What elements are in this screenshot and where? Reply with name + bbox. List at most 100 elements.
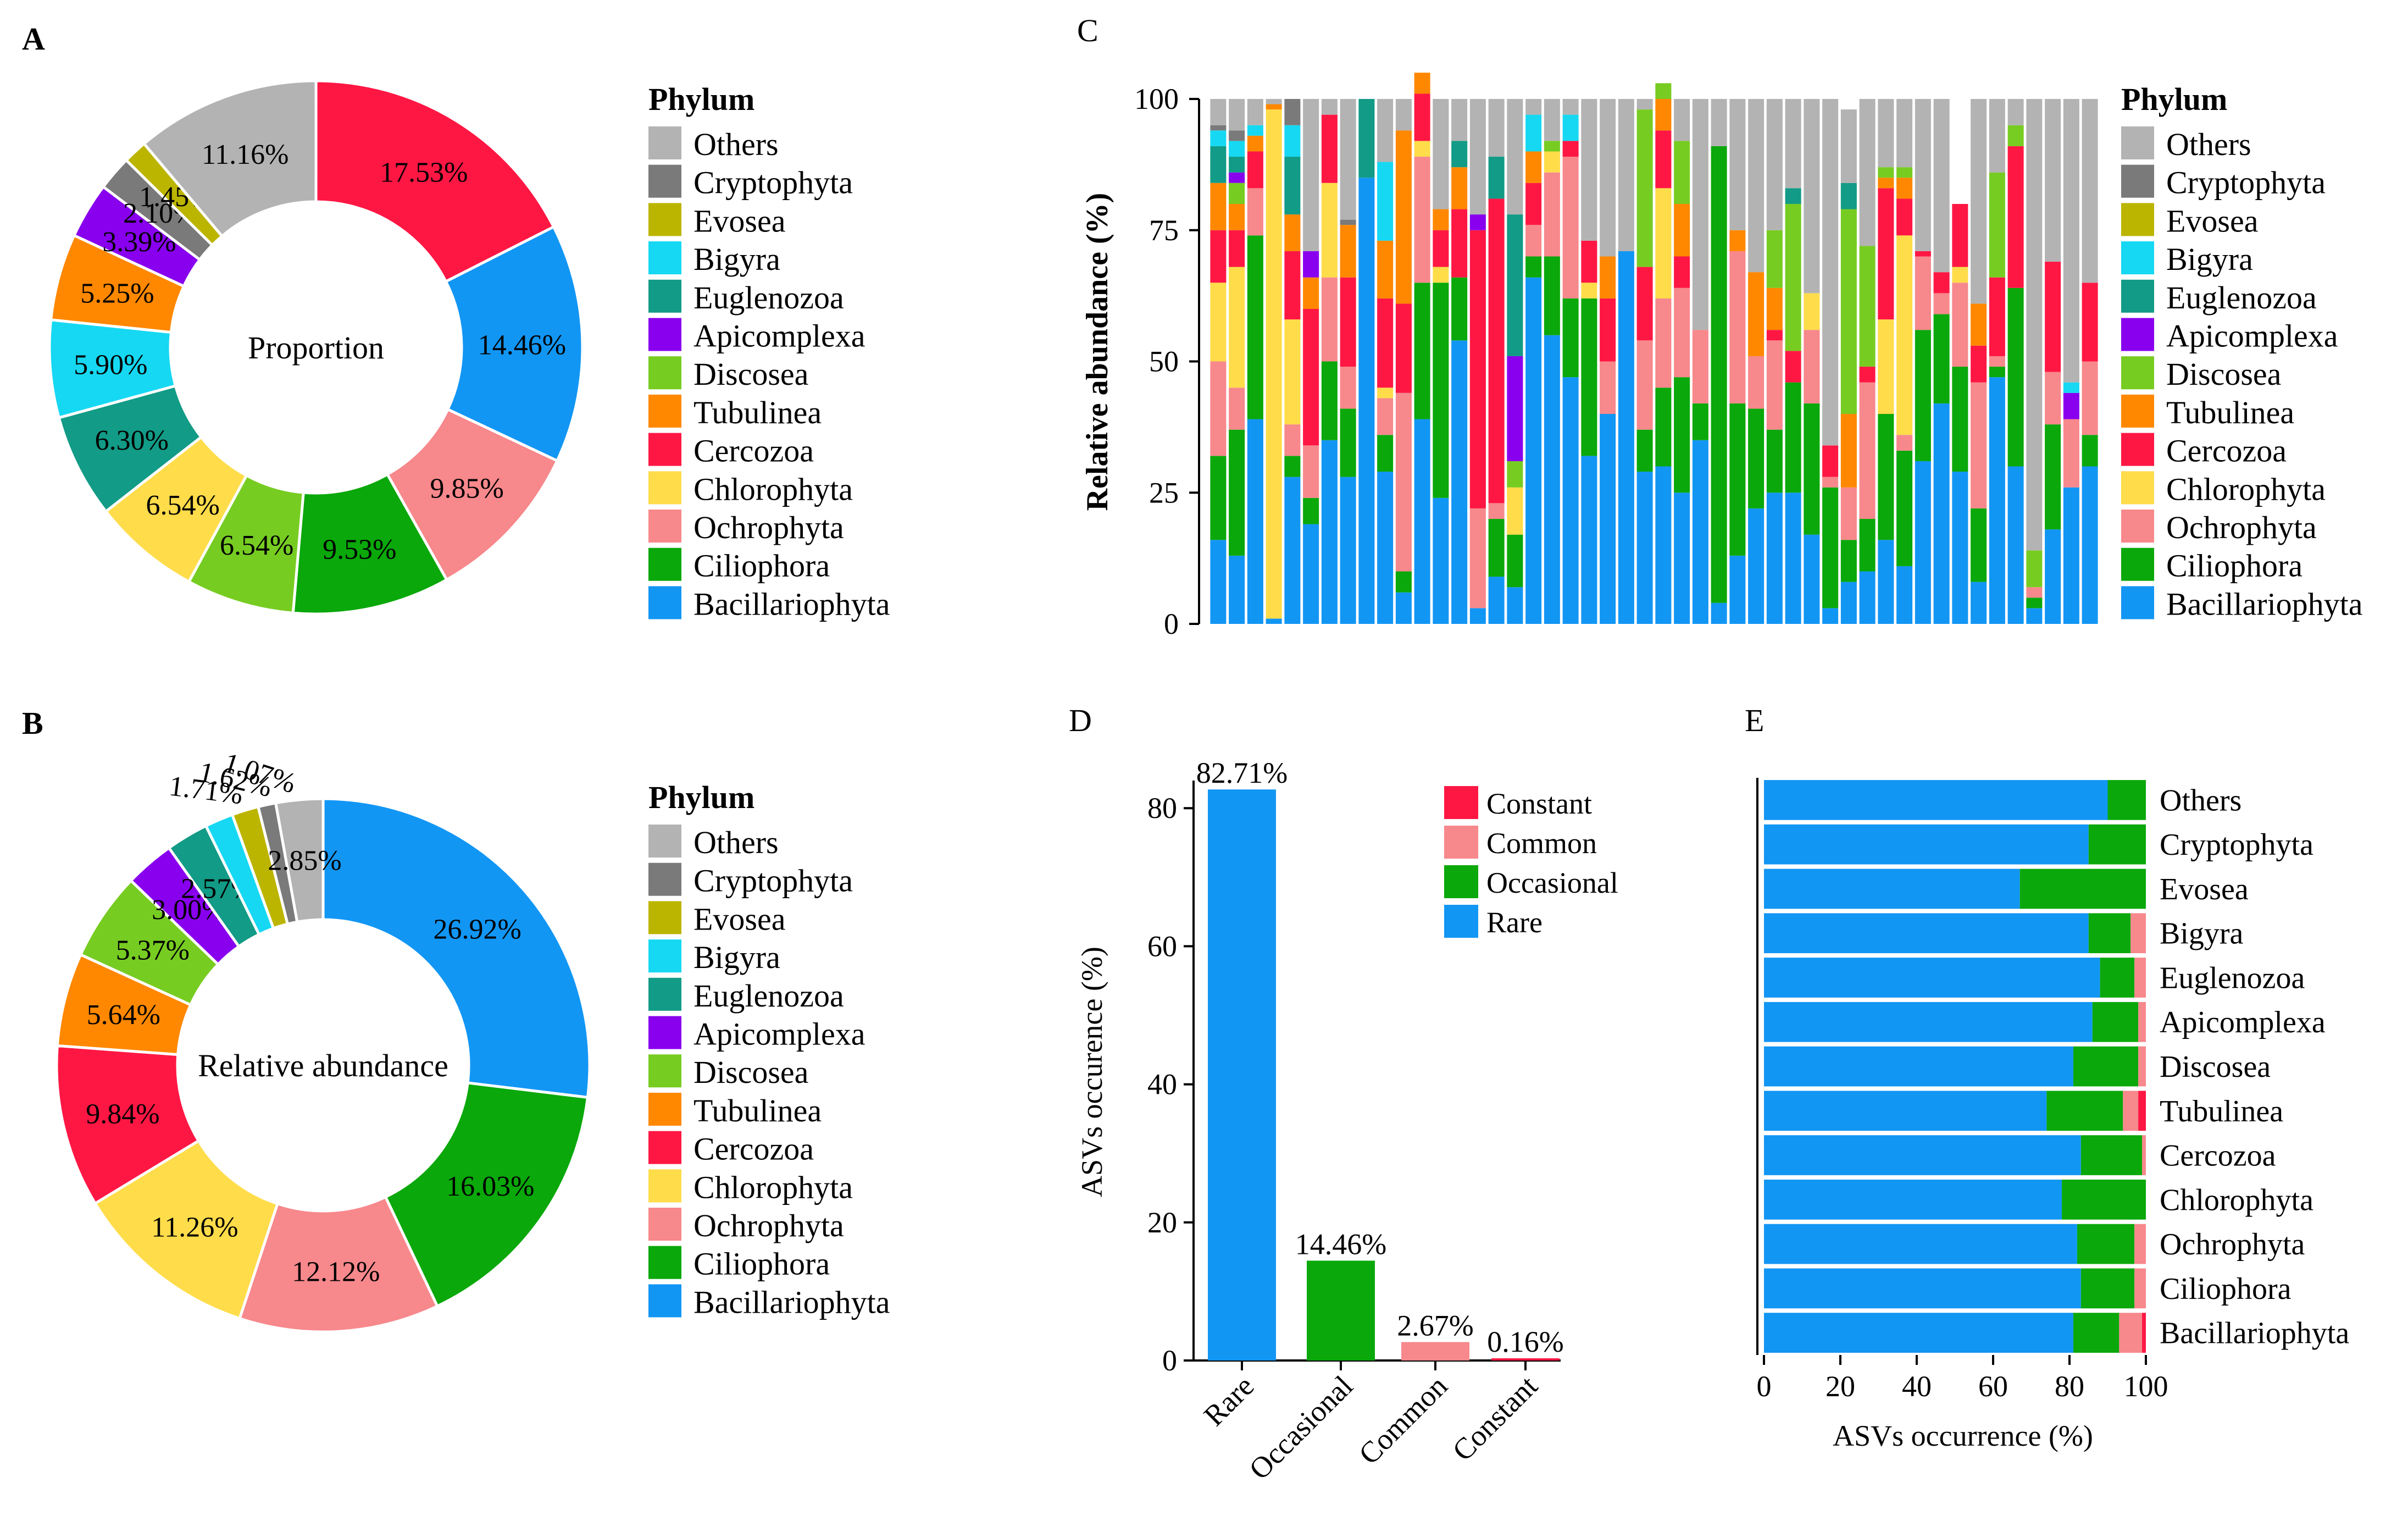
hbar-segment-rare xyxy=(1764,958,2100,998)
bar-segment-ciliophora xyxy=(1488,519,1505,577)
legend-label-ciliophora: Ciliophora xyxy=(693,1246,830,1282)
legend-label-euglenozoa: Euglenozoa xyxy=(2166,280,2317,316)
bar-segment-others xyxy=(1822,99,1839,446)
bar-segment-chlorophyta xyxy=(1581,283,1597,298)
bar-segment-bacillariophyta xyxy=(1247,419,1263,624)
hbar-segment-occasional xyxy=(2088,913,2131,954)
chart-e-category-label-ochrophyta: Ochrophyta xyxy=(2160,1227,2305,1262)
bar-segment-others xyxy=(1488,99,1505,157)
bar-segment-ciliophora xyxy=(1989,367,2005,378)
legend-swatch-cercozoa xyxy=(2121,433,2154,466)
hbar-segment-occasional xyxy=(2100,958,2135,998)
slice-label-euglenozoa: 6.30% xyxy=(95,425,169,456)
hbar-segment-common xyxy=(2134,1224,2146,1264)
legend-swatch-evosea xyxy=(648,203,681,236)
bar-segment-ochrophyta xyxy=(1636,340,1653,430)
legend-swatch-cryptophyta xyxy=(648,164,681,198)
legend-swatch-euglenozoa xyxy=(648,977,681,1011)
chart-d-ytick-label: 20 xyxy=(1147,1206,1177,1239)
chart-e-category-label-tubulinea: Tubulinea xyxy=(2160,1094,2283,1129)
bar-segment-others xyxy=(1377,99,1394,162)
bar-segment-cercozoa xyxy=(1414,93,1430,141)
bar-segment-others xyxy=(1229,99,1245,131)
bar-segment-tubulinea xyxy=(1840,414,1857,488)
bar-segment-ciliophora xyxy=(1655,388,1672,467)
bar-segment-tubulinea xyxy=(1896,178,1913,199)
legend-label-ochrophyta: Ochrophyta xyxy=(693,510,844,545)
bar-segment-ochrophyta xyxy=(1655,298,1672,388)
bar-segment-ciliophora xyxy=(2082,435,2098,467)
bar-segment-cercozoa xyxy=(1433,230,1449,267)
legend-swatch-discosea xyxy=(648,1054,681,1088)
legend-label-others: Others xyxy=(2166,126,2251,162)
legend-swatch-euglenozoa xyxy=(648,279,681,313)
bar-segment-ciliophora xyxy=(1247,235,1263,419)
bar-segment-bacillariophyta xyxy=(1303,524,1319,624)
bar-segment-ciliophora xyxy=(1581,298,1597,456)
panel-label-a: A xyxy=(22,21,45,57)
bar-segment-bacillariophyta xyxy=(1414,419,1430,624)
bar-segment-others xyxy=(1729,99,1746,230)
bar-segment-ochrophyta xyxy=(1933,293,1950,314)
bar-segment-cercozoa xyxy=(1859,367,1876,383)
bar-segment-bacillariophyta xyxy=(1600,414,1616,624)
slice-cercozoa xyxy=(314,79,556,284)
bar-segment-cercozoa xyxy=(1488,198,1505,504)
hbar-segment-occasional xyxy=(2073,1046,2139,1087)
chart-e-xtick-label: 100 xyxy=(2124,1370,2168,1403)
bar-segment-cercozoa xyxy=(1395,303,1412,393)
bar-segment-ochrophyta xyxy=(2082,361,2098,435)
slice-bacillariophyta xyxy=(321,797,591,1099)
bar-segment-ciliophora xyxy=(1414,283,1430,419)
slice-label-bacillariophyta: 26.92% xyxy=(434,914,521,945)
bar-segment-ochrophyta xyxy=(1210,361,1227,456)
bar-segment-ochrophyta xyxy=(1971,382,1987,508)
bar-segment-ochrophyta xyxy=(1395,392,1412,572)
bar-segment-ciliophora xyxy=(1952,367,1968,472)
legend-label-others: Others xyxy=(693,126,779,162)
bar-segment-bacillariophyta xyxy=(1358,178,1375,624)
legend-label-tubulinea: Tubulinea xyxy=(2166,395,2294,430)
bar-segment-ochrophyta xyxy=(1469,508,1486,609)
legend-swatch-bacillariophyta xyxy=(2121,586,2154,620)
bar-segment-discosea xyxy=(1229,182,1245,204)
hbar-segment-occasional xyxy=(2062,1179,2146,1220)
bar-segment-bacillariophyta xyxy=(2007,466,2024,624)
bar-segment-others xyxy=(1896,99,1913,168)
legend-swatch-ochrophyta xyxy=(648,510,681,543)
legend-label-occasional: Occasional xyxy=(1486,866,1618,899)
bar-segment-others xyxy=(1989,99,2005,173)
legend-label-apicomplexa: Apicomplexa xyxy=(693,1016,865,1052)
bar-value-label-common: 2.67% xyxy=(1397,1309,1473,1342)
bar-segment-ochrophyta xyxy=(1600,361,1616,414)
legend-swatch-others xyxy=(648,825,681,858)
bar-segment-others xyxy=(1544,99,1560,141)
legend-label-bacillariophyta: Bacillariophyta xyxy=(693,1284,890,1320)
chart-e-xtick-label: 80 xyxy=(2055,1370,2084,1403)
bar-segment-bacillariophyta xyxy=(1840,582,1857,624)
legend-swatch-bigyra xyxy=(648,939,681,973)
bar-segment-others xyxy=(1711,99,1727,146)
slice-label-tubulinea: 5.25% xyxy=(80,278,154,309)
bar-segment-bacillariophyta xyxy=(1859,571,1876,624)
bar-segment-tubulinea xyxy=(1600,256,1616,298)
legend-label-cercozoa: Cercozoa xyxy=(2166,433,2287,469)
bar-segment-cercozoa xyxy=(1636,267,1653,341)
bar-segment-bigyra xyxy=(1377,162,1394,241)
bar-segment-others xyxy=(1433,99,1449,209)
bar-segment-others xyxy=(1804,99,1820,294)
legend-label-common: Common xyxy=(1486,827,1597,860)
bar-segment-bacillariophyta xyxy=(1933,403,1950,624)
bar-segment-cercozoa xyxy=(1655,130,1672,189)
legend-swatch-ochrophyta xyxy=(648,1208,681,1241)
chart-d-ytick-label: 40 xyxy=(1147,1068,1177,1101)
bar-segment-chlorophyta xyxy=(1377,388,1394,399)
legend-label-evosea: Evosea xyxy=(693,203,786,239)
bar-segment-bacillariophyta xyxy=(1229,555,1245,624)
bar-segment-bacillariophyta xyxy=(2045,529,2061,624)
bar-segment-cercozoa xyxy=(1581,240,1597,283)
bar-segment-bacillariophyta xyxy=(1655,466,1672,624)
bar-segment-chlorophyta xyxy=(1878,319,1894,414)
bar-segment-chlorophyta xyxy=(1952,267,1968,283)
bar-segment-others xyxy=(1507,99,1523,215)
